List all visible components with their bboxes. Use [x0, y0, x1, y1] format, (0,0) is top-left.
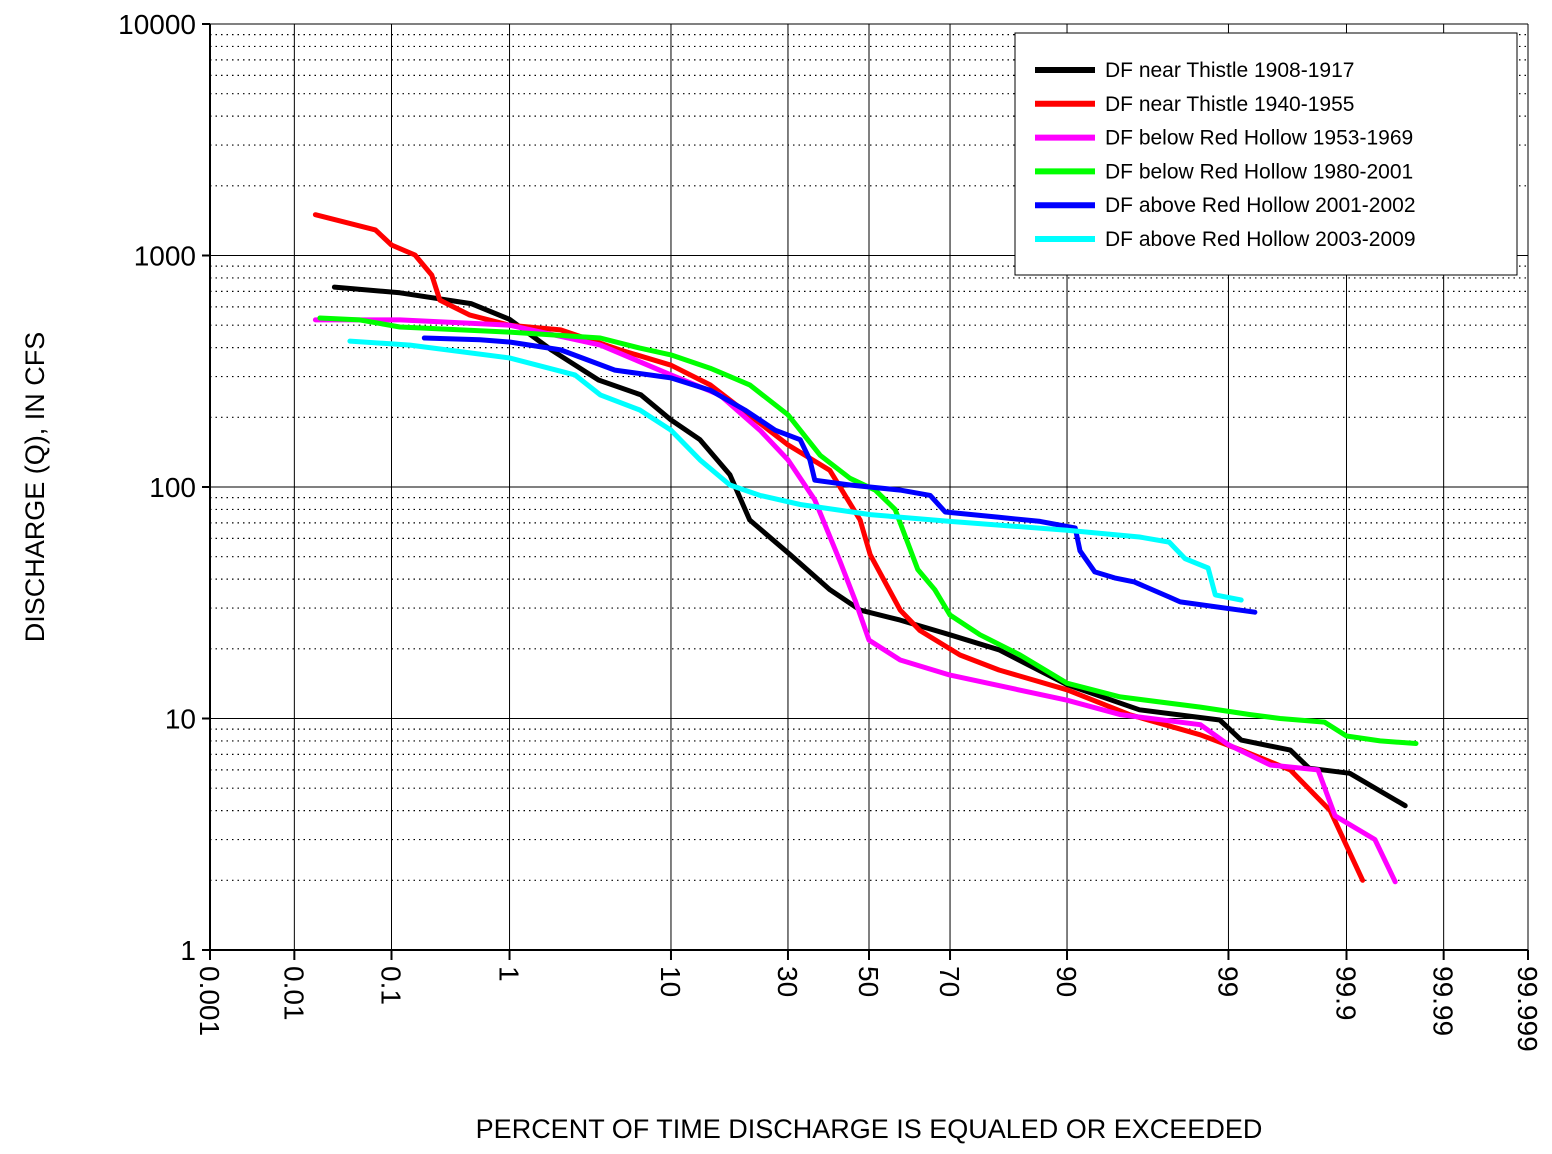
- y-tick-label: 1: [180, 935, 196, 966]
- legend-label: DF below Red Hollow 1980-2001: [1105, 160, 1413, 183]
- legend-box: [1014, 32, 1518, 276]
- x-tick-label: 99.999: [1512, 966, 1543, 1052]
- x-axis-title: PERCENT OF TIME DISCHARGE IS EQUALED OR …: [476, 1114, 1263, 1144]
- series-line: [347, 338, 1244, 603]
- series-line: [421, 335, 1258, 615]
- legend-label: DF near Thistle 1908-1917: [1105, 59, 1354, 82]
- series-line: [317, 315, 1419, 746]
- legend-label: DF near Thistle 1940-1955: [1105, 93, 1354, 116]
- y-tick-label: 100: [149, 472, 196, 503]
- x-tick-label: 99.99: [1428, 966, 1459, 1036]
- series-line: [312, 212, 1366, 883]
- y-tick-label: 10: [165, 704, 196, 735]
- x-tick-label: 0.01: [278, 966, 309, 1021]
- legend-label: DF above Red Hollow 2003-2009: [1105, 228, 1416, 251]
- legend-label: DF above Red Hollow 2001-2002: [1105, 194, 1416, 217]
- series-line: [312, 317, 1398, 885]
- y-tick-label: 1000: [134, 241, 196, 272]
- y-axis-title: DISCHARGE (Q), IN CFS: [20, 332, 50, 643]
- x-tick-label: 50: [853, 966, 884, 997]
- x-tick-label: 10: [655, 966, 686, 997]
- y-tick-label: 10000: [118, 9, 196, 40]
- x-tick-label: 1: [494, 966, 525, 982]
- x-tick-label: 90: [1051, 966, 1082, 997]
- legend-label: DF below Red Hollow 1953-1969: [1105, 127, 1413, 150]
- x-tick-label: 70: [934, 966, 965, 997]
- x-tick-label: 30: [772, 966, 803, 997]
- x-tick-label: 0.1: [376, 966, 407, 1005]
- x-tick-label: 0.001: [194, 966, 225, 1036]
- x-tick-label: 99: [1212, 966, 1243, 997]
- x-tick-label: 99.9: [1330, 966, 1361, 1021]
